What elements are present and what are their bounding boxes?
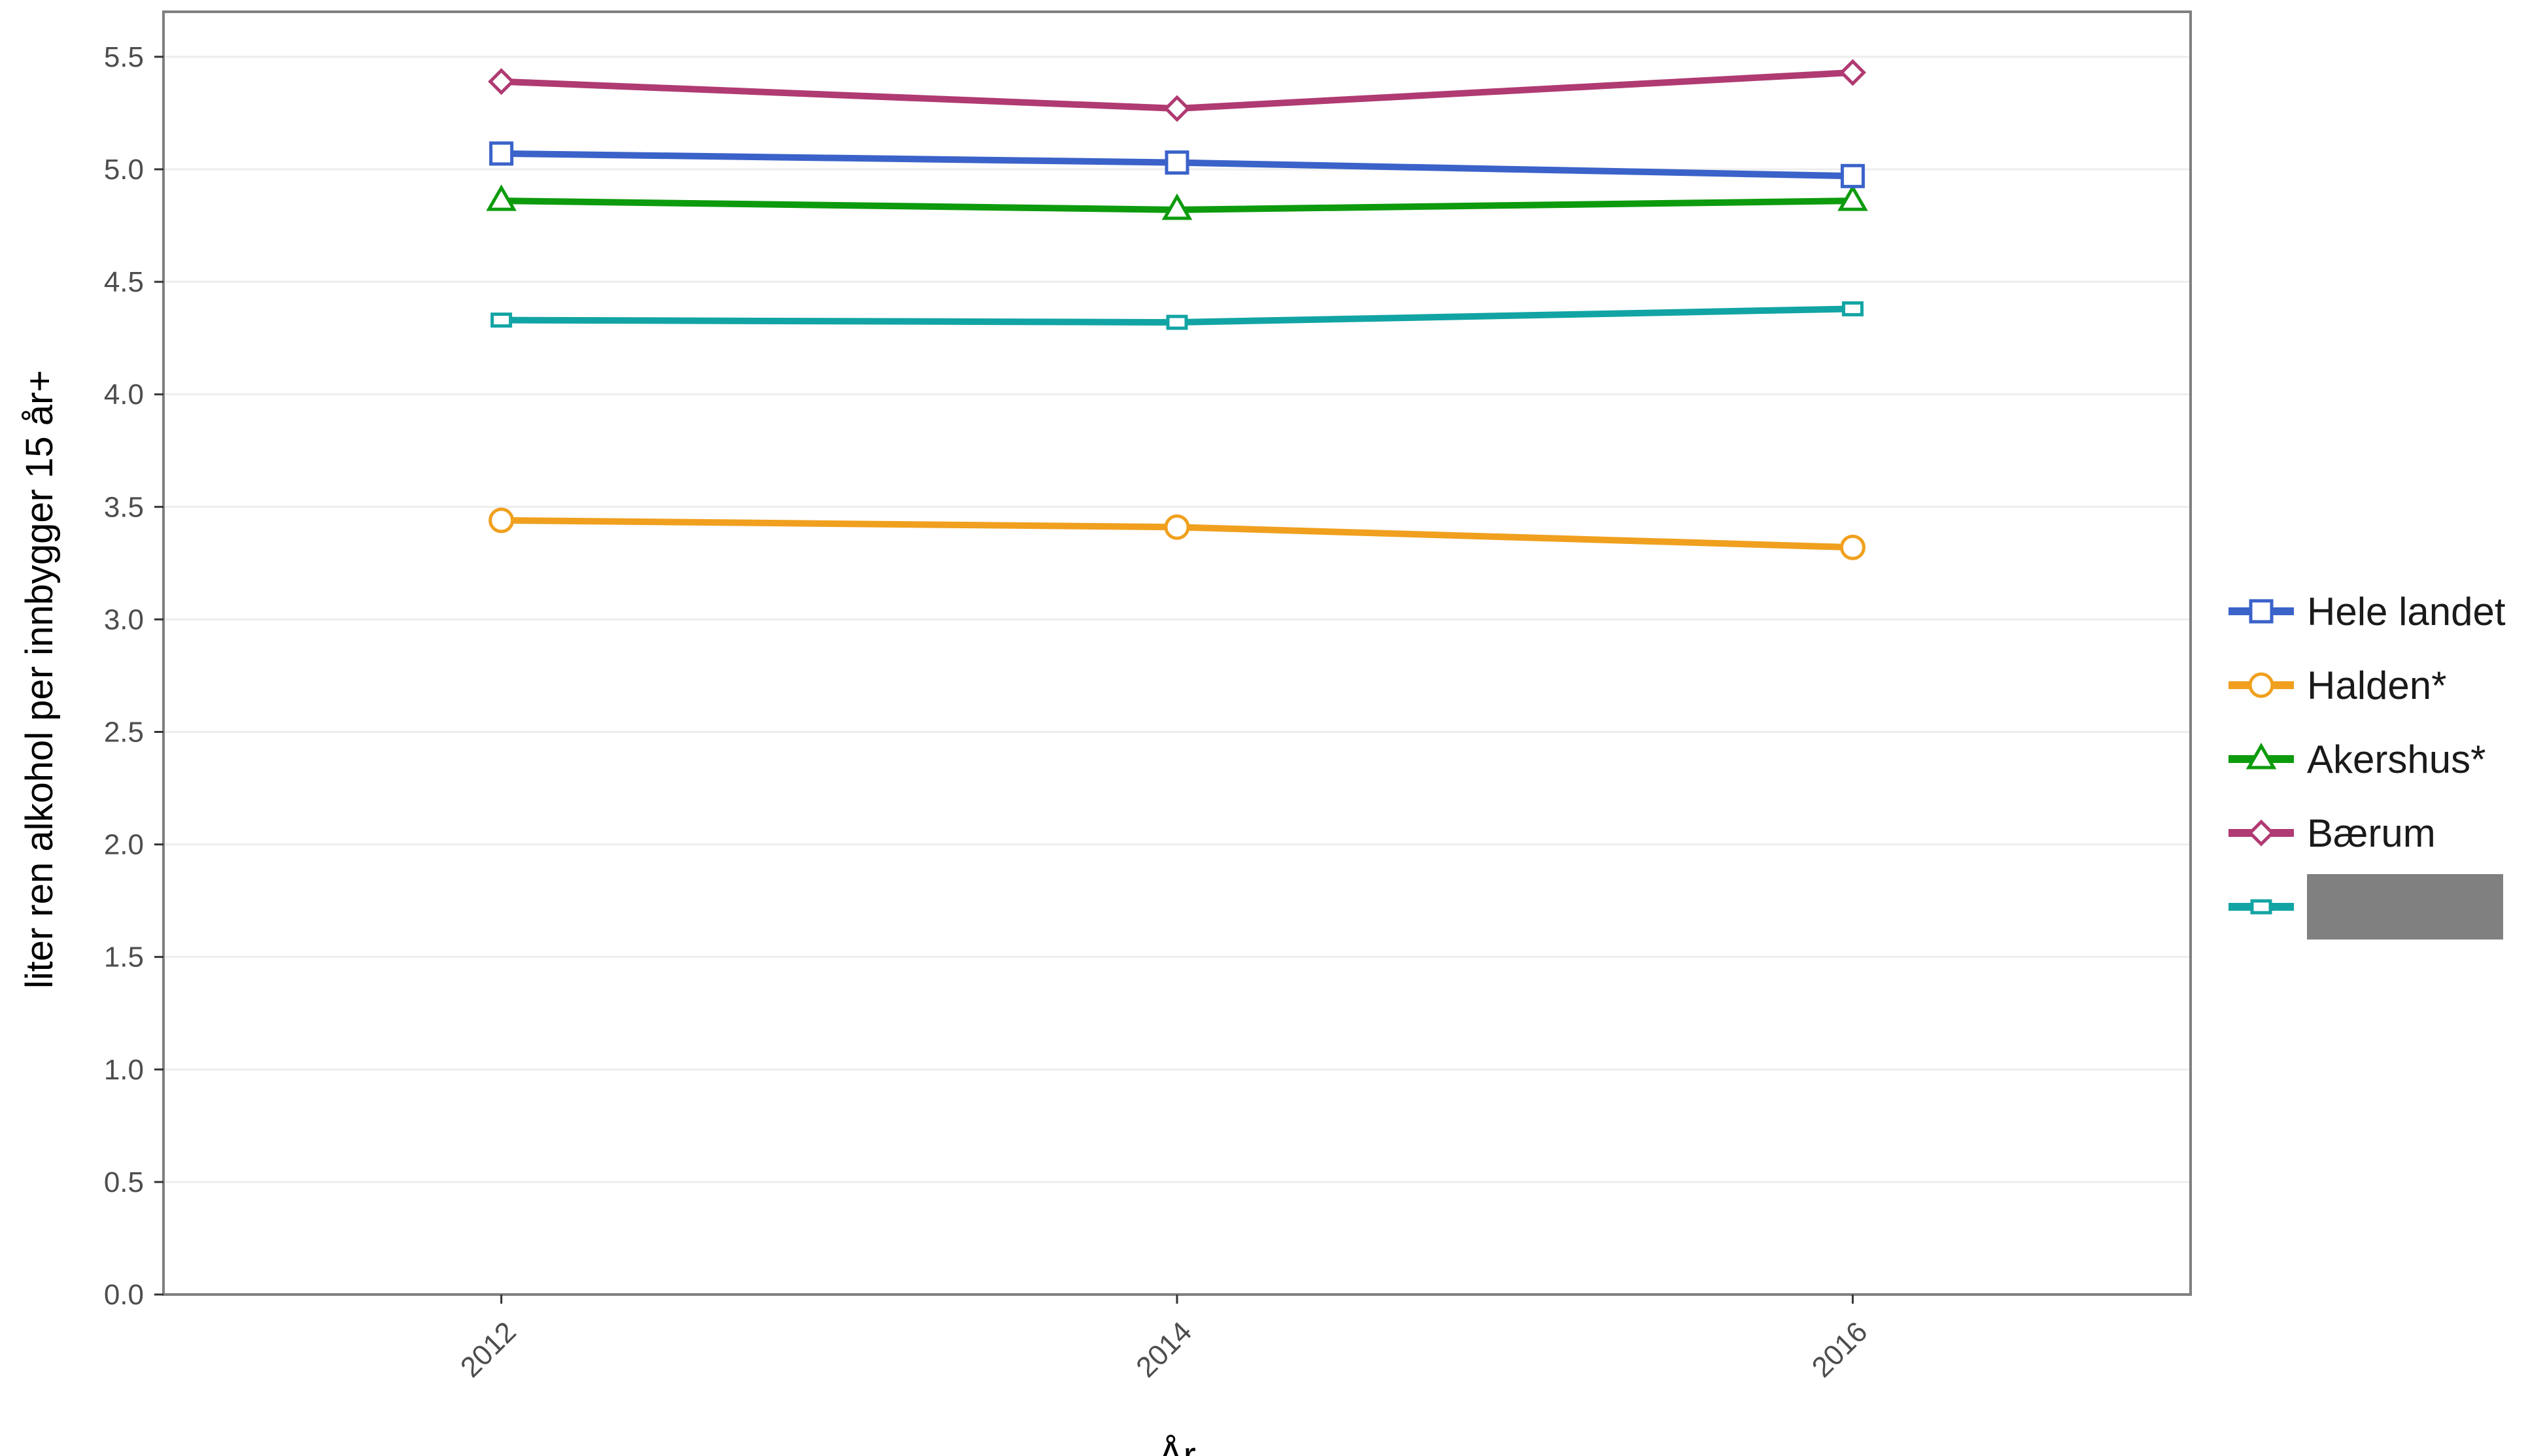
- data-point-square: [489, 141, 514, 166]
- legend-redaction-box: [2307, 874, 2503, 940]
- legend-label: Bærum: [2307, 811, 2436, 855]
- y-tick-label: 1.5: [104, 941, 144, 973]
- y-axis-ticks: 0.0 0.5 1.0 1.5 2.0 2.5 3.0 3.5 4.0 4.5 5.0 5.5: [104, 41, 163, 1311]
- y-tick-label: 3.0: [104, 603, 144, 635]
- data-point-diamond: [488, 68, 515, 95]
- legend-label: Akershus*: [2307, 737, 2485, 781]
- series-bærum: [488, 59, 1866, 122]
- data-point-diamond: [1839, 59, 1866, 86]
- y-tick-label: 0.5: [104, 1166, 144, 1198]
- legend-item: [2229, 874, 2503, 940]
- grid-lines: [163, 56, 2191, 1296]
- data-point-diamond: [1163, 95, 1191, 122]
- y-tick-label: 5.0: [104, 154, 144, 186]
- data-point-circle: [488, 507, 515, 533]
- y-axis-title: liter ren alkohol per innbygger 15 år+: [18, 370, 61, 989]
- legend-key-diamond: [2247, 819, 2275, 847]
- data-point-small-square: [490, 313, 513, 328]
- x-axis-ticks: 2012 2014 2016: [454, 1295, 1874, 1383]
- data-point-triangle: [486, 184, 517, 211]
- series-hele-landet: [489, 141, 1865, 188]
- legend-item: Bærum: [2229, 811, 2436, 855]
- y-tick-label: 1.0: [104, 1054, 144, 1086]
- y-tick-label: 5.5: [104, 41, 144, 73]
- x-axis-title: År: [1158, 1434, 1196, 1456]
- y-tick-label: 0.0: [104, 1279, 144, 1311]
- legend-item: Hele landet: [2229, 590, 2506, 634]
- data-point-circle: [1164, 514, 1190, 540]
- legend-label: Hele landet: [2307, 590, 2506, 634]
- series-lines: [486, 59, 1868, 560]
- y-tick-label: 4.0: [104, 379, 144, 411]
- x-tick-label: 2016: [1806, 1315, 1874, 1383]
- series-akershus: [486, 184, 1868, 220]
- y-tick-label: 2.5: [104, 716, 144, 748]
- legend-item: Akershus*: [2229, 737, 2485, 781]
- legend-key-triangle: [2246, 742, 2277, 770]
- series-redacted: [490, 301, 1864, 330]
- legend-key-circle: [2248, 672, 2274, 698]
- series-halden: [488, 507, 1866, 560]
- data-point-square: [1165, 150, 1189, 175]
- legend-item: Halden*: [2229, 664, 2447, 707]
- legend-label: Halden*: [2307, 664, 2447, 707]
- y-tick-label: 2.0: [104, 829, 144, 861]
- data-point-small-square: [1841, 301, 1864, 316]
- x-tick-label: 2014: [1130, 1315, 1198, 1383]
- data-point-circle: [1839, 534, 1866, 560]
- data-point-square: [1840, 163, 1865, 188]
- y-tick-label: 4.5: [104, 266, 144, 298]
- legend-key-square: [2249, 599, 2274, 624]
- legend: Hele landet Halden* Akershus* Bærum: [2229, 590, 2506, 940]
- legend-key-small-square: [2250, 899, 2272, 915]
- data-point-small-square: [1166, 314, 1188, 330]
- data-point-triangle: [1161, 193, 1193, 220]
- y-tick-label: 3.5: [104, 491, 144, 523]
- data-point-triangle: [1837, 184, 1868, 211]
- x-tick-label: 2012: [454, 1315, 522, 1383]
